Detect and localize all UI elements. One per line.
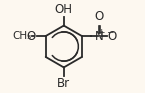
Text: −: −: [106, 28, 114, 37]
Text: +: +: [97, 28, 105, 37]
Text: O: O: [27, 30, 36, 43]
Text: O: O: [108, 30, 117, 43]
Text: OH: OH: [55, 3, 73, 16]
Text: N: N: [95, 30, 104, 43]
Text: CH₃: CH₃: [12, 31, 31, 41]
Text: Br: Br: [57, 77, 70, 90]
Text: O: O: [95, 10, 104, 23]
